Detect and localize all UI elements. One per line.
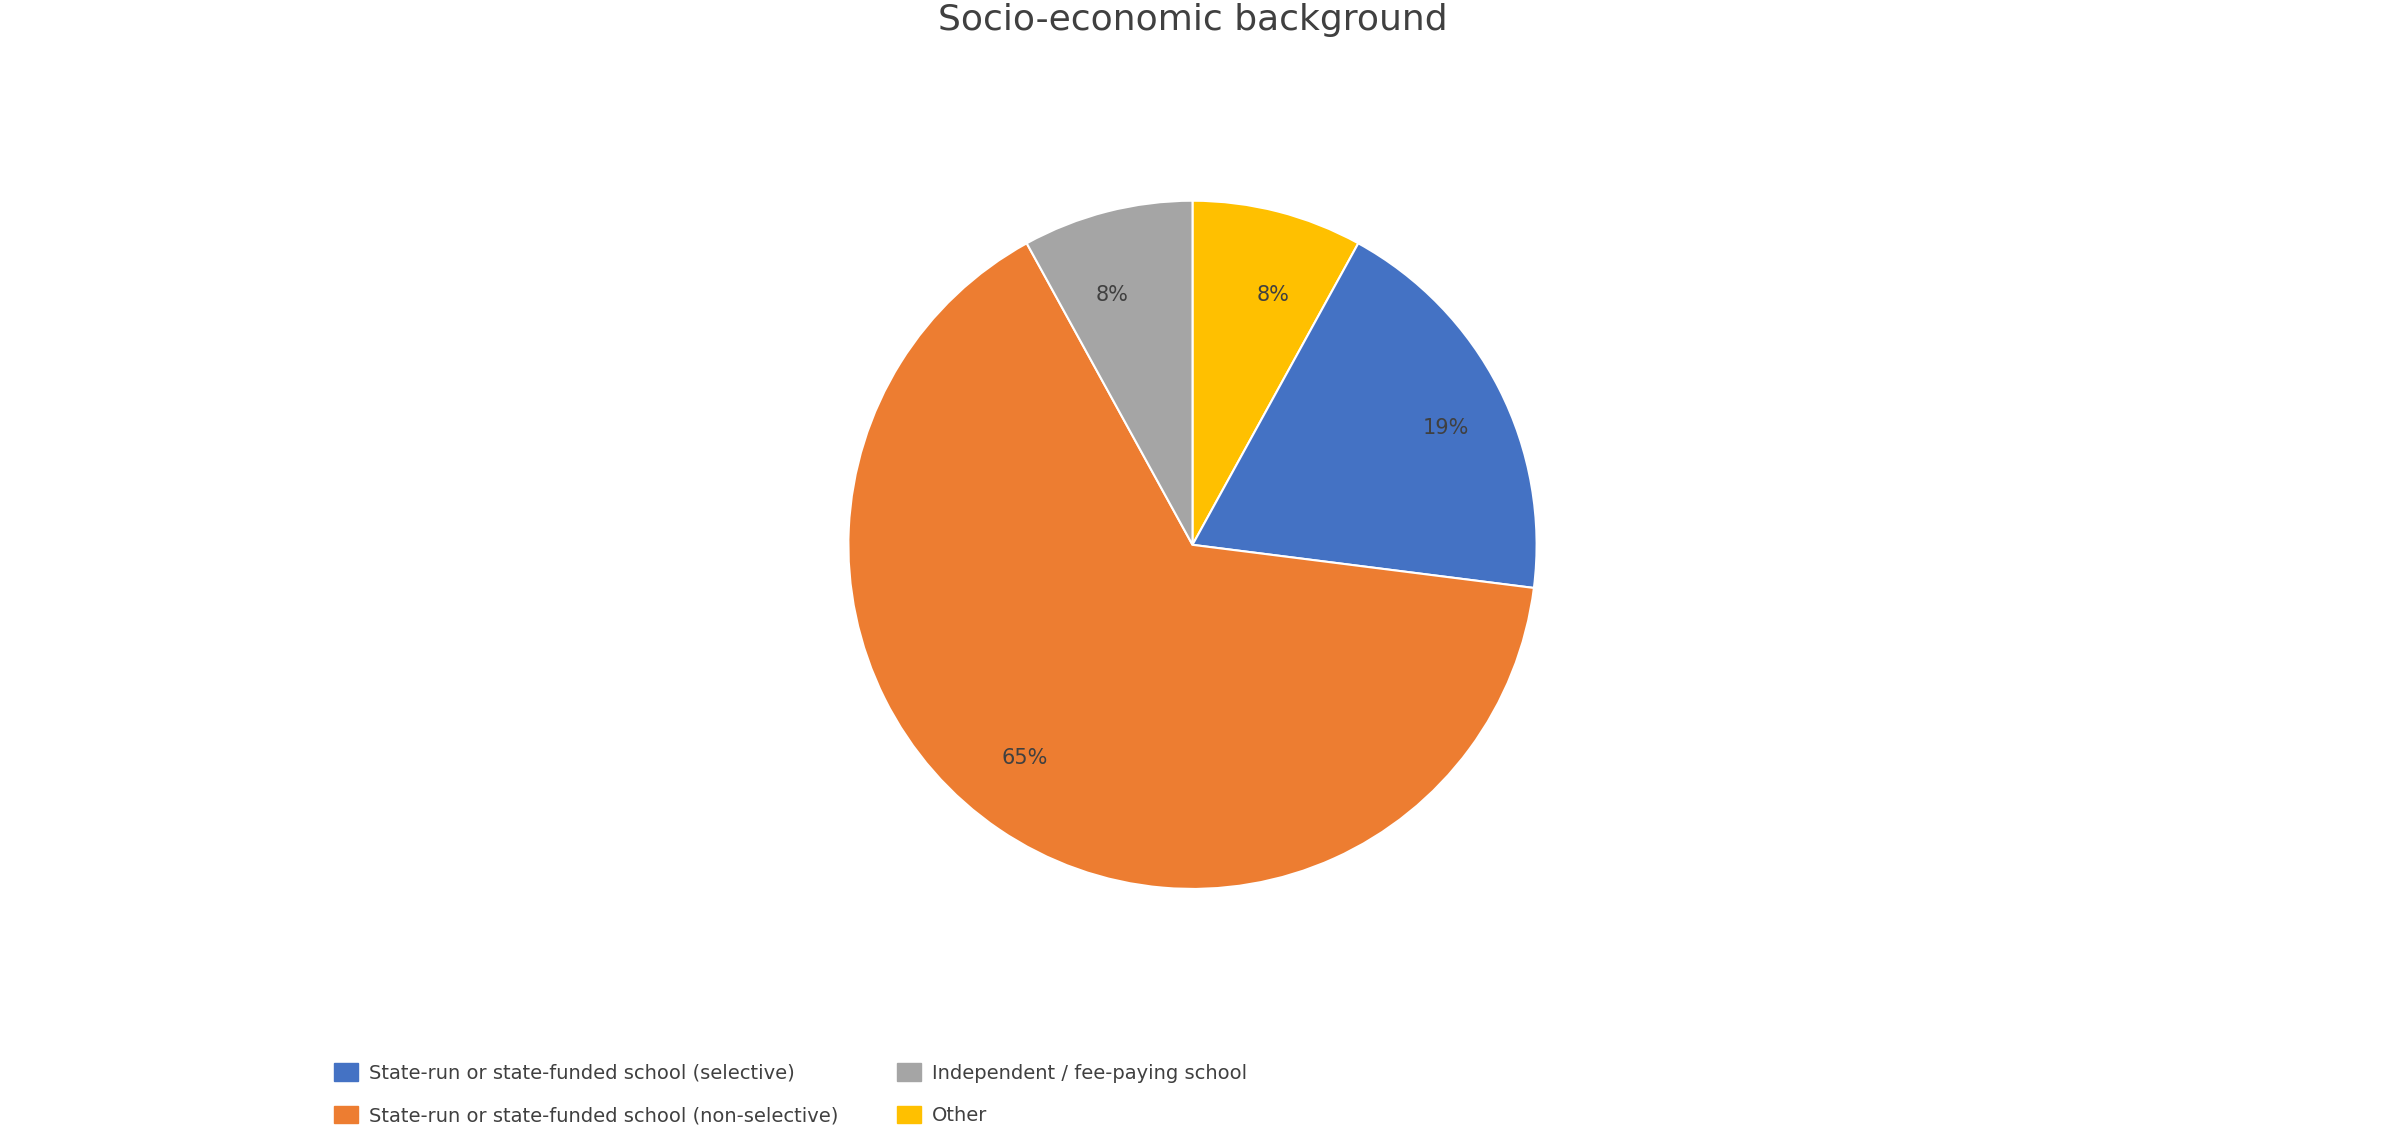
Wedge shape (1192, 243, 1536, 588)
Text: 65%: 65% (1002, 748, 1047, 768)
Wedge shape (849, 243, 1534, 889)
Legend: State-run or state-funded school (selective), State-run or state-funded school (: State-run or state-funded school (select… (324, 1053, 1257, 1136)
Wedge shape (1192, 201, 1359, 545)
Title: Socio-economic background: Socio-economic background (937, 3, 1448, 37)
Text: 19%: 19% (1421, 418, 1469, 438)
Wedge shape (1026, 201, 1192, 545)
Text: 8%: 8% (1095, 284, 1128, 305)
Text: 8%: 8% (1257, 284, 1290, 305)
